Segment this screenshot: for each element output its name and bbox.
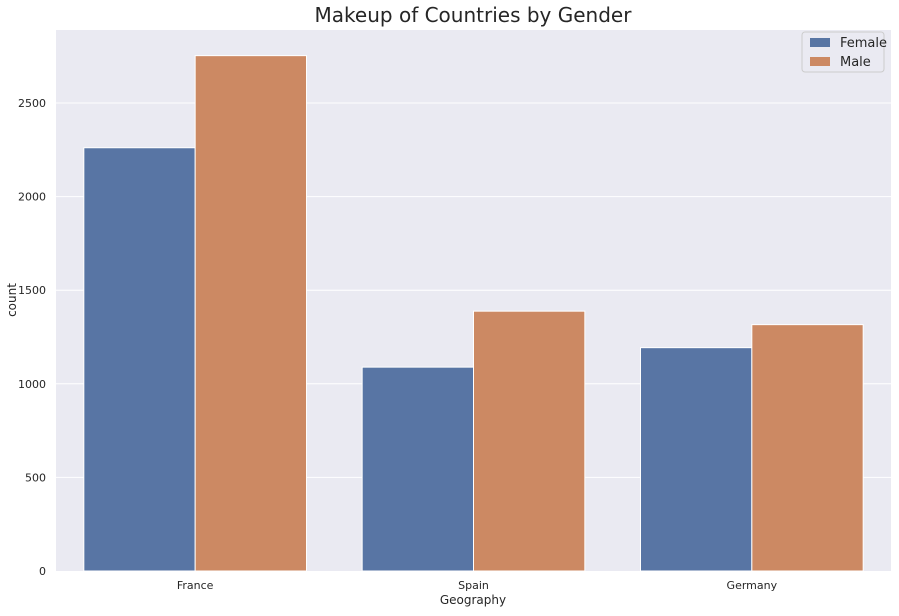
x-tick-label: Spain	[458, 579, 489, 592]
y-tick-label: 2000	[18, 191, 46, 204]
y-tick-label: 500	[25, 471, 46, 484]
legend-label-male: Male	[840, 55, 871, 70]
legend: Female Male	[801, 31, 887, 73]
bar-male-germany	[751, 324, 864, 572]
bar-female-germany	[640, 347, 753, 572]
legend-label-female: Female	[840, 36, 887, 51]
bar-female-spain	[361, 366, 474, 572]
bar-female-france	[83, 147, 196, 572]
bars	[83, 55, 864, 572]
x-axis-label: Geography	[440, 593, 506, 607]
y-tick-labels: 0 500 1000 1500 2000 2500	[18, 97, 46, 578]
y-tick-label: 0	[39, 565, 46, 578]
legend-swatch-male	[810, 57, 830, 66]
x-tick-labels: France Spain Germany	[177, 579, 778, 592]
legend-swatch-female	[810, 38, 830, 47]
x-tick-label: Germany	[727, 579, 778, 592]
y-tick-label: 1000	[18, 378, 46, 391]
bar-male-france	[194, 55, 308, 572]
chart-title: Makeup of Countries by Gender	[315, 3, 633, 27]
x-tick-label: France	[177, 579, 214, 592]
y-tick-label: 1500	[18, 284, 46, 297]
bar-male-spain	[473, 310, 586, 572]
y-tick-label: 2500	[18, 97, 46, 110]
y-axis-label: count	[5, 283, 19, 317]
